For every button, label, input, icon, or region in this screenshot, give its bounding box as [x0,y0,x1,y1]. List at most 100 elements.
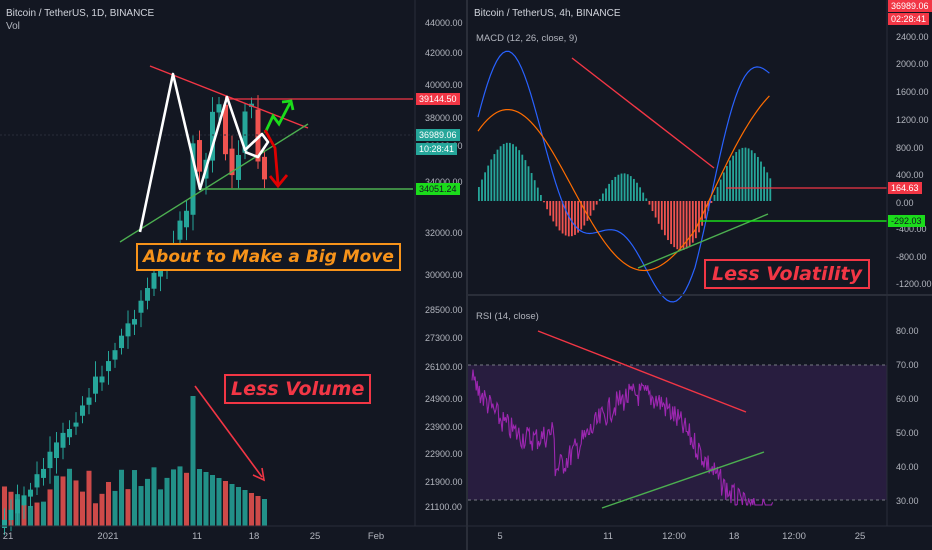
histogram-bar [499,146,502,201]
four-hour-chart-pane[interactable]: Bitcoin / TetherUS, 4h, BINANCE MACD (12… [466,0,932,550]
volume-bar [67,468,72,526]
price-axis-label: 34000.00 [425,177,463,187]
histogram-bar [750,150,753,201]
rsi-line [471,369,774,508]
support-price-tag: 34051.24 [416,183,460,195]
rsi-indicator-label[interactable]: RSI (14, close) [476,311,539,322]
daily-chart-pane[interactable]: Bitcoin / TetherUS, 1D, BINANCE Vol 4400… [0,0,466,550]
histogram-bar [543,201,545,203]
time-axis-label: Feb [367,531,385,542]
candle [73,422,79,427]
volume-bar [106,481,111,526]
histogram-bar [639,187,641,201]
histogram-bar [713,194,716,201]
time-axis-label: 11 [192,531,202,542]
macd-value-tag: 164.63 [888,182,922,194]
time-axis-label: 25 [854,531,866,542]
price-axis-label: 23900.00 [425,422,463,432]
macd-axis-label: 1200.00 [896,115,929,125]
volume-bar [119,469,124,526]
histogram-bar [561,201,564,234]
volume-bar [249,493,254,526]
rsi-axis-label: 30.00 [896,496,919,506]
volume-bar [216,478,222,526]
macd-axis-label: 2000.00 [896,59,929,69]
histogram-bar [558,201,561,231]
histogram-bar [769,178,772,201]
volume-bar [145,478,150,526]
macd-line [477,50,770,303]
candle [210,111,215,161]
volume-indicator-label[interactable]: Vol [6,21,20,32]
histogram-bar [611,180,614,201]
volume-bar [93,503,98,526]
rsi-axis-label: 60.00 [896,394,919,404]
histogram-bar [741,147,744,201]
signal-line [477,95,770,272]
bar-countdown-tag: 10:28:41 [416,143,458,155]
histogram-bar [564,201,567,236]
volume-bar [80,491,85,526]
bullish-arrow [263,102,292,134]
candle [125,323,131,337]
histogram-bar [719,179,722,201]
histogram-bar [518,150,521,201]
histogram-bar [722,172,725,201]
histogram-bar [549,201,552,216]
volume-bar [151,467,157,526]
price-axis-label: 40000.00 [425,80,463,90]
bearish-arrow [263,129,280,185]
volume-bar [177,466,183,526]
histogram-bar [757,156,759,201]
histogram-bar [729,160,731,201]
macd-axis-label: -400.00 [896,224,927,234]
candle [28,489,33,497]
macd-indicator-label[interactable]: MACD (12, 26, close, 9) [476,33,578,44]
resistance-price-tag: 39144.50 [416,93,460,105]
histogram-bar [546,201,548,210]
histogram-bar [509,142,511,201]
candle [216,104,222,113]
candle [190,143,196,215]
price-axis-label: 28500.00 [425,305,463,315]
histogram-bar [614,176,617,201]
daily-chart-canvas[interactable] [0,0,466,550]
histogram-bar [530,173,533,201]
histogram-bar [760,161,762,201]
histogram-bar [571,201,573,237]
histogram-bar [670,201,672,245]
indicator-canvas[interactable] [468,0,932,550]
candle [93,376,98,394]
histogram-bar [701,201,703,226]
histogram-bar [490,159,493,201]
price-axis-label: 32000.00 [425,228,463,238]
histogram-bar [744,147,747,201]
histogram-bar [716,187,719,201]
time-axis-label: 12:00 [662,531,686,542]
histogram-bar [567,201,570,237]
volume-bar [54,475,59,526]
histogram-bar [753,153,756,201]
candle [47,451,53,469]
histogram-bar [527,166,530,201]
volume-bar [262,499,267,526]
price-axis-label: 24900.00 [425,394,463,404]
histogram-bar [707,201,710,211]
candle [8,509,14,520]
rsi-downtrend-line [537,330,747,413]
histogram-bar [533,180,536,201]
time-axis-label: 2021 [97,531,119,542]
time-axis-label: 18 [728,531,740,542]
price-axis-label: 26100.00 [425,362,463,372]
rsi-axis-label: 80.00 [896,326,919,336]
volume-bar [242,490,248,526]
daily-chart-title: Bitcoin / TetherUS, 1D, BINANCE [6,8,155,19]
candle [184,210,189,228]
volume-bar [164,477,170,526]
four-hour-chart-title: Bitcoin / TetherUS, 4h, BINANCE [474,8,621,19]
macd-downtrend-line [571,57,715,169]
volume-bar [184,472,189,526]
candle [99,376,105,383]
candle [2,519,7,528]
price-axis-label: 27300.00 [425,333,463,343]
